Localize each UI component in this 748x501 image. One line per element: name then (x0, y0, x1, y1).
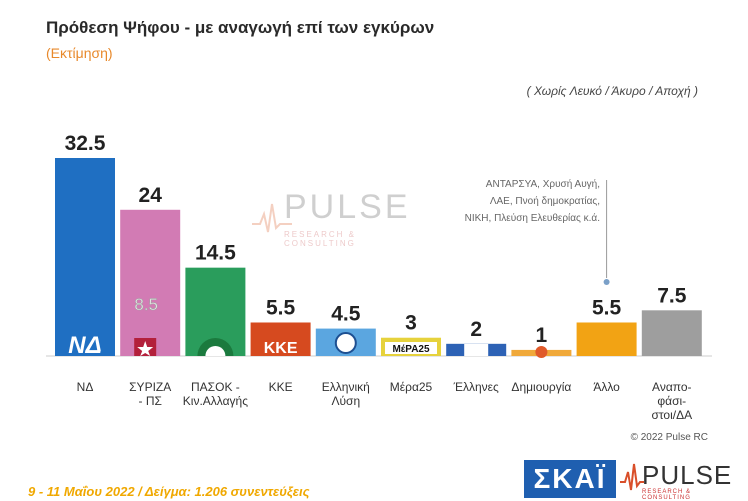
watermark-tag: RESEARCH & CONSULTING (284, 230, 357, 248)
category-label-0-0: ΝΔ (77, 380, 94, 394)
data-label-9: 7.5 (657, 284, 687, 307)
category-label-6-0: Έλληνες (453, 380, 499, 394)
category-label-4-0: Ελληνική (322, 380, 370, 394)
category-label-9-0: Αναπο- (652, 380, 692, 394)
pulse-watermark: PULSE RESEARCH & CONSULTING (252, 188, 432, 248)
data-label-4: 4.5 (331, 303, 361, 326)
mera25-logo-icon: ΜέΡΑ25 (385, 342, 437, 355)
data-label-6: 2 (470, 318, 482, 341)
other-annotation-line-1: ΛΑΕ, Πνοή δημοκρατίας, (490, 195, 600, 207)
dimiourgia-logo-icon (535, 346, 548, 358)
elliniki-lysi-logo-icon (334, 332, 357, 354)
syriza-logo-icon (134, 338, 157, 356)
data-label-7: 1 (536, 324, 548, 347)
category-label-2-1: Κιν.Αλλαγής (183, 394, 248, 408)
data-label-2: 14.5 (195, 242, 236, 265)
category-label-3-0: ΚΚΕ (269, 380, 293, 394)
data-label-3: 5.5 (266, 296, 296, 319)
category-label-1-0: ΣΥΡΙΖΑ (129, 380, 171, 394)
data-label-0: 32.5 (65, 132, 106, 155)
category-label-4-1: Λύση (331, 394, 360, 408)
survey-dates-sample: 9 - 11 Μαΐου 2022 / Δείγμα: 1.206 συνεντ… (28, 484, 310, 499)
data-label-1: 24 (139, 184, 163, 207)
category-label-9-2: στοι/ΔΑ (651, 408, 692, 422)
syriza-8-5-annotation: 8.5 (134, 295, 158, 314)
skai-logo: ΣΚΑΪ (524, 460, 616, 498)
bar-3 (250, 322, 311, 356)
category-label-2-0: ΠΑΣΟΚ - (191, 380, 240, 394)
other-annotation-line-2: ΝΙΚΗ, Πλεύση Ελευθερίας κ.ά. (465, 212, 600, 224)
ellines-logo-icon (464, 344, 489, 356)
chart-subtitle: (Εκτίμηση) (46, 45, 113, 61)
svg-text:ΜέΡΑ25: ΜέΡΑ25 (392, 344, 430, 355)
category-label-1-1: - ΠΣ (138, 394, 161, 408)
bar-8 (576, 322, 637, 356)
kke-logo-icon: ΚΚΕ (264, 340, 298, 357)
svg-text:ΝΔ: ΝΔ (68, 332, 101, 359)
bar-1 (120, 209, 181, 356)
nd-logo-icon: ΝΔ (68, 332, 101, 359)
category-label-5-0: Μέρα25 (390, 380, 433, 394)
copyright-text: © 2022 Pulse RC (630, 432, 708, 443)
pulse-logo: PULSE RESEARCH & CONSULTING (620, 458, 740, 501)
category-label-8-0: Άλλο (593, 380, 620, 394)
bar-0 (55, 158, 115, 356)
data-label-8: 5.5 (592, 296, 622, 319)
pulse-logo-word: PULSE (642, 460, 733, 490)
bar-9 (641, 310, 702, 356)
other-annotation-line-0: ΑΝΤΑΡΣΥΑ, Χρυσή Αυγή, (486, 178, 600, 190)
chart-title: Πρόθεση Ψήφου - με αναγωγή επί των εγκύρ… (46, 18, 435, 37)
pulse-logo-wave-icon (620, 463, 644, 491)
pulse-wave-icon (252, 203, 292, 233)
data-label-5: 3 (405, 312, 417, 335)
pulse-logo-tag: RESEARCH & CONSULTING (642, 489, 692, 501)
watermark-word: PULSE (284, 188, 411, 226)
pasok-logo-icon (197, 338, 234, 356)
svg-text:ΚΚΕ: ΚΚΕ (264, 340, 298, 357)
category-label-9-1: φάσι- (657, 394, 686, 408)
chart-note: ( Χωρίς Λευκό / Άκυρο / Αποχή ) (526, 84, 698, 98)
category-label-7-0: Δημιουργία (511, 380, 571, 394)
other-annotation-dot (603, 279, 610, 285)
